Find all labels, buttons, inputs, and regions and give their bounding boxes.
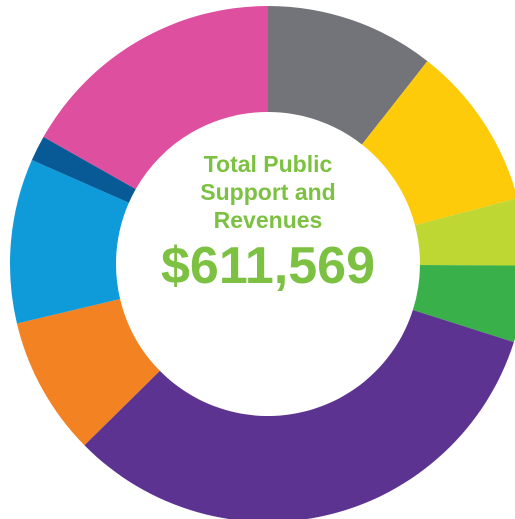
donut-segment xyxy=(16,299,160,446)
donut-segment xyxy=(43,6,269,190)
donut-segment xyxy=(84,310,514,519)
total-value: $611,569 xyxy=(160,237,376,295)
donut-segment xyxy=(412,264,515,343)
donut-segment xyxy=(361,61,515,226)
donut-segment xyxy=(414,198,515,266)
chart-title: Total Public Support and Revenues xyxy=(200,151,336,233)
center-label: Total Public Support and Revenues $611,5… xyxy=(148,150,388,296)
donut-segment xyxy=(10,160,129,324)
donut-segment xyxy=(31,136,136,203)
donut-segment xyxy=(268,6,428,145)
